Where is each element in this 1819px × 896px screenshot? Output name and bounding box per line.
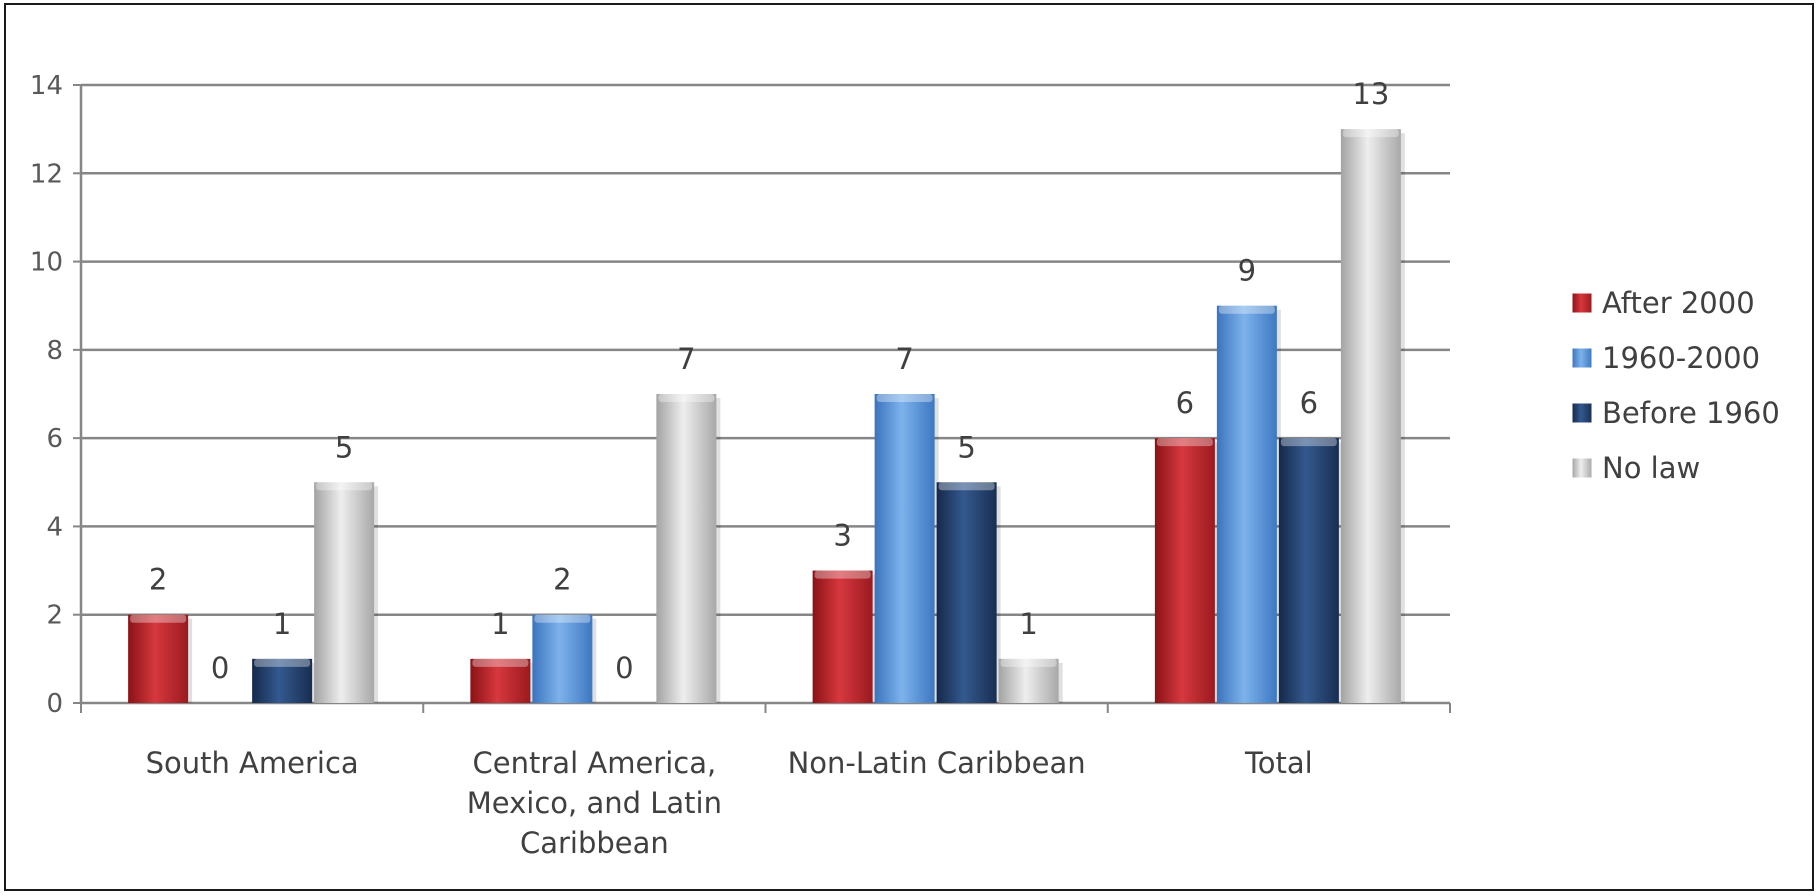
bar-bevel <box>254 658 311 667</box>
x-category-label: Non-Latin Caribbean <box>788 746 1086 780</box>
x-category-label: Total <box>1244 746 1313 780</box>
data-label: 5 <box>957 430 975 464</box>
bar <box>812 570 873 703</box>
bars <box>128 129 1405 704</box>
data-label: 7 <box>895 342 913 376</box>
data-label: 0 <box>615 651 633 685</box>
chart-frame: 0 2 4 6 8 10 12 14 South America Central America… <box>4 3 1814 891</box>
data-label: 13 <box>1352 77 1389 111</box>
bar <box>1340 129 1401 704</box>
bar <box>656 394 717 703</box>
bar <box>470 658 531 703</box>
bar-bevel <box>1280 438 1337 447</box>
gridlines <box>81 83 1450 616</box>
data-label: 6 <box>1176 386 1194 420</box>
bar <box>1154 438 1215 703</box>
bar <box>314 482 375 703</box>
y-tick-label: 14 <box>30 71 63 101</box>
data-label: 1 <box>1019 607 1037 641</box>
bar-bevel <box>130 614 187 623</box>
bar <box>128 614 189 703</box>
data-label: 1 <box>273 607 291 641</box>
y-tick-label: 2 <box>46 601 63 631</box>
x-category-label: Mexico, and Latin <box>467 786 722 820</box>
legend-swatch <box>1571 292 1593 314</box>
bar-bevel <box>1218 305 1275 314</box>
y-tick-label: 12 <box>30 159 63 189</box>
data-labels: South America Central America, Mexico, and… <box>146 77 1390 860</box>
legend-label: After 2000 <box>1602 286 1755 320</box>
x-category-label: Caribbean <box>520 826 669 860</box>
x-category-label: South America <box>146 746 359 780</box>
y-tick-label: 8 <box>46 336 63 366</box>
y-tick-label: 10 <box>30 248 63 278</box>
legend-label: No law <box>1602 451 1700 485</box>
y-tick-label: 6 <box>46 424 63 454</box>
data-label: 3 <box>833 519 851 553</box>
bar-bevel <box>316 482 373 491</box>
bar-bevel <box>876 394 933 402</box>
bar <box>532 614 593 703</box>
bar <box>1216 305 1277 703</box>
bar <box>998 658 1059 703</box>
bar-bevel <box>1342 129 1399 138</box>
data-label: 6 <box>1300 386 1318 420</box>
bar-bevel <box>1156 438 1213 447</box>
y-tick-label: 0 <box>46 689 63 719</box>
bar-bevel <box>1000 658 1057 667</box>
legend-swatch <box>1571 457 1593 479</box>
legend-label: Before 1960 <box>1602 396 1780 430</box>
data-label: 1 <box>491 607 509 641</box>
x-category-label: Central America, <box>473 746 717 780</box>
bar <box>874 394 935 703</box>
bar-bevel <box>938 482 995 491</box>
legend-swatch <box>1571 402 1593 424</box>
data-label: 2 <box>553 563 571 597</box>
legend-swatch <box>1571 347 1593 369</box>
legend-label: 1960-2000 <box>1602 341 1760 375</box>
bar-bevel <box>472 658 529 667</box>
bar <box>1278 438 1339 703</box>
y-tick-label: 4 <box>46 512 63 542</box>
bar-bevel <box>534 614 591 623</box>
data-label: 5 <box>335 430 353 464</box>
data-label: 7 <box>677 342 695 376</box>
bar <box>252 658 313 703</box>
bar <box>936 482 997 703</box>
data-label: 0 <box>211 651 229 685</box>
legend: After 2000 1960-2000 Before 1960 No law <box>1571 286 1780 485</box>
bar-bevel <box>658 394 715 402</box>
data-label: 2 <box>149 563 167 597</box>
bar-bevel <box>814 570 871 579</box>
data-label: 9 <box>1238 254 1256 288</box>
